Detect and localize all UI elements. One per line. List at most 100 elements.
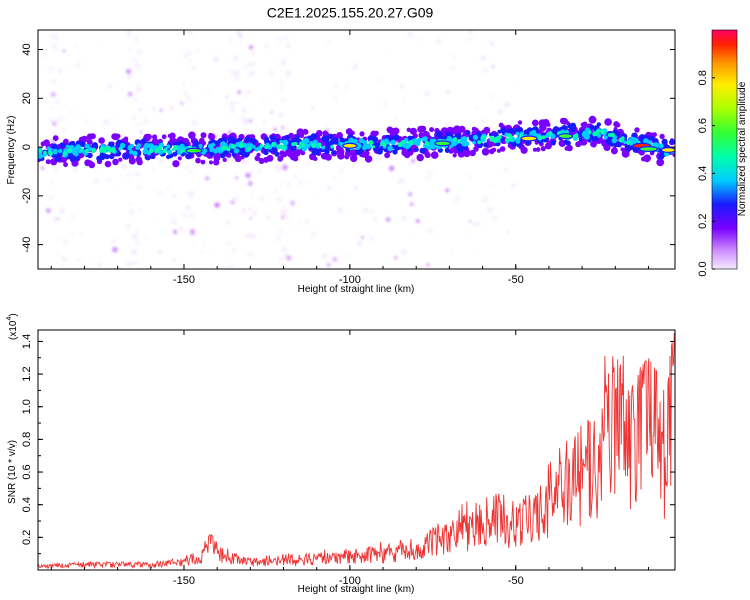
spectrogram-ridge-point [658, 143, 664, 149]
spectrogram-noise-point [270, 111, 273, 114]
spectrogram-ridge-point [102, 149, 107, 154]
spectrogram-noise-point [242, 118, 250, 125]
spectrogram-noise-point [51, 78, 57, 84]
spectrogram-noise-point [325, 124, 328, 127]
spectrogram-ridge-point [309, 153, 316, 161]
spectrogram-noise-point [151, 106, 157, 111]
spectrogram-noise-point [279, 60, 286, 67]
spectrogram-noise-point [53, 132, 58, 136]
spectrogram-ridge-point [611, 137, 617, 144]
spectrogram-ridge-point [80, 148, 84, 152]
spectrogram-ridge-point [392, 127, 400, 135]
spectrogram-noise-point [261, 99, 265, 103]
spectrogram-noise-point [367, 233, 370, 236]
spectrogram-noise-point [352, 65, 358, 71]
spectrogram-ridge-point [444, 147, 450, 153]
spectrogram-x-tick-label: -150 [173, 274, 195, 286]
spectrogram-hotspot [660, 147, 675, 153]
spectrogram-noise-point [279, 129, 283, 133]
spectrogram-ridge-point [281, 145, 286, 150]
spectrogram-noise-point [248, 33, 251, 37]
spectrogram-noise-point [249, 170, 254, 174]
spectrogram-ridge-point [322, 130, 328, 136]
spectrogram-ridge-point [154, 148, 160, 153]
spectrogram-noise-point [128, 202, 132, 206]
spectrogram-noise-point [282, 206, 286, 210]
spectrogram-noise-point [241, 107, 247, 114]
spectrogram-ridge-point [362, 145, 367, 151]
spectrogram-noise-point [134, 113, 137, 116]
spectrogram-noise-point [289, 200, 296, 206]
spectrogram-ridge-point [618, 137, 624, 143]
spectrogram-ridge-point [59, 142, 66, 149]
spectrogram-ridge-point [198, 143, 203, 149]
spectrogram-ridge-point [321, 135, 328, 142]
spectrogram-ridge-point [254, 155, 261, 162]
spectrogram-ridge-point [592, 131, 598, 137]
spectrogram-ridge-point [481, 148, 490, 156]
spectrogram-noise-point [138, 107, 143, 113]
spectrogram-ridge-point [500, 127, 507, 134]
spectrogram-noise-point [247, 251, 254, 258]
spectrogram-noise-point [268, 70, 274, 75]
spectrogram-noise-point [310, 106, 315, 112]
spectrogram-noise-point [230, 101, 234, 106]
spectrogram-noise-point [286, 182, 291, 188]
spectrogram-ridge-point [574, 133, 579, 137]
spectrogram-ridge-point [498, 122, 504, 128]
spectrogram-ridge-point [118, 157, 123, 162]
spectrogram-noise-point [189, 169, 194, 174]
spectrogram-noise-point [186, 166, 189, 169]
spectrogram-noise-point [362, 208, 368, 213]
spectrogram-ridge-point [212, 148, 219, 154]
spectrogram-noise-point [134, 62, 141, 69]
spectrogram-hotspot [342, 142, 358, 149]
spectrogram-ridge-point [220, 137, 225, 142]
spectrogram-ridge-point [208, 143, 213, 149]
spectrogram-noise-point [153, 188, 156, 192]
snr-y-tick-label: 0.2 [21, 530, 33, 545]
colorbar-tick-label: 0.0 [697, 261, 709, 276]
spectrogram-ridge-point [112, 158, 119, 166]
spectrogram-noise-point [245, 90, 251, 95]
spectrogram-ridge-point [291, 155, 297, 160]
spectrogram-ridge-point [659, 133, 665, 140]
spectrogram-noise-point [326, 262, 331, 268]
spectrogram-ridge-point [643, 138, 649, 145]
spectrogram-noise-point [48, 118, 54, 123]
spectrogram-noise-point [273, 127, 277, 131]
spectrogram-ridge-point [145, 155, 150, 161]
spectrogram-ridge-point [531, 119, 539, 127]
spectrogram-ridge-point [390, 127, 395, 132]
spectrogram-ridge-point [641, 156, 646, 162]
spectrogram-noise-point [454, 195, 461, 201]
spectrogram-noise-point [63, 256, 68, 261]
spectrogram-noise-point [137, 82, 140, 85]
spectrogram-noise-point [394, 115, 398, 120]
spectrogram-ridge-point [457, 140, 461, 144]
spectrogram-y-tick-label: 0 [21, 144, 33, 150]
spectrogram-ridge-point [584, 134, 589, 140]
spectrogram-noise-point [304, 219, 310, 224]
spectrogram-noise-point [103, 118, 110, 126]
spectrogram-noise-point [343, 84, 350, 91]
spectrogram-ridge-point [43, 150, 47, 155]
spectrogram-ridge-point [359, 131, 365, 137]
spectrogram-ridge-point [419, 125, 427, 132]
spectrogram-noise-point [369, 235, 375, 241]
spectrogram-ridge-point [166, 144, 171, 149]
spectrogram-noise-point [235, 118, 239, 121]
spectrogram-noise-point [190, 213, 196, 219]
spectrogram-noise-point [134, 260, 138, 265]
spectrogram-noise-point [181, 83, 186, 87]
snr-panel: -150 -100 -50 0.2 0.4 0.6 0.8 1.0 1.2 1.4 Height … [6, 313, 676, 595]
spectrogram-ridge-point [119, 142, 126, 149]
spectrogram-ridge-point [84, 143, 90, 149]
spectrogram-ridge-point [455, 142, 463, 150]
spectrogram-noise-point [235, 176, 238, 180]
spectrogram-noise-point [415, 219, 420, 224]
chart-title: C2E1.2025.155.20.27.G09 [267, 5, 434, 21]
spectrogram-ridge-point [252, 145, 256, 149]
spectrogram-ridge-point [290, 144, 297, 151]
